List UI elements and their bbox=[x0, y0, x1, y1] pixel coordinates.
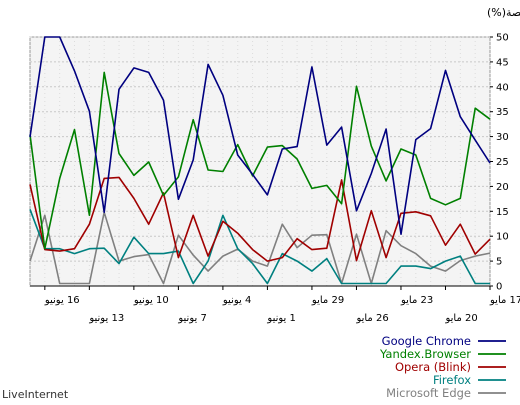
legend-label: Opera (Blink) bbox=[395, 360, 471, 374]
x-tick-label: 16 يونيو bbox=[44, 295, 80, 306]
y-axis: 0 5 10 15 20 25 30 35 40 45 50 bbox=[490, 33, 509, 293]
legend-label: Firefox bbox=[433, 373, 471, 387]
y-tick-label: 45 bbox=[496, 57, 509, 68]
y-tick-label: 40 bbox=[496, 82, 509, 93]
legend-label: Microsoft Edge bbox=[386, 386, 471, 400]
x-tick-label: 20 مايو bbox=[444, 313, 477, 324]
brand-label: LiveInternet bbox=[2, 388, 69, 401]
series-line-opera-blink bbox=[29, 176, 491, 262]
x-tick-label: 17 مايو bbox=[489, 295, 520, 306]
series-line-microsoft-edge bbox=[29, 211, 491, 285]
x-tick-label: 13 يونيو bbox=[88, 313, 124, 324]
series-line-firefox bbox=[29, 209, 490, 285]
x-tick-label: 23 مايو bbox=[400, 295, 433, 306]
series-lines bbox=[29, 36, 491, 285]
x-tick-label: 7 يونيو bbox=[177, 313, 206, 324]
x-tick-label: 1 يونيو bbox=[266, 313, 295, 324]
y-axis-unit: الحصة(%) bbox=[487, 6, 520, 19]
x-tick-label: 4 يونيو bbox=[222, 295, 251, 306]
y-tick-label: 5 bbox=[496, 257, 502, 268]
x-tick-label: 26 مايو bbox=[355, 313, 388, 324]
grid-lines bbox=[29, 36, 491, 287]
legend-label: Google Chrome bbox=[382, 334, 471, 348]
y-tick-label: 35 bbox=[496, 107, 509, 118]
x-tick-label: 29 مايو bbox=[311, 295, 344, 306]
y-tick-label: 20 bbox=[496, 182, 509, 193]
x-tick-label: 10 يونيو bbox=[133, 295, 169, 306]
legend-label: Yandex.Browser bbox=[379, 347, 471, 361]
y-tick-label: 30 bbox=[496, 132, 509, 143]
y-tick-label: 15 bbox=[496, 207, 509, 218]
y-tick-label: 10 bbox=[496, 232, 509, 243]
x-axis: 17 مايو 23 مايو 29 مايو 4 يونيو 10 يونيو 16 ي… bbox=[30, 285, 520, 324]
y-tick-label: 50 bbox=[496, 33, 509, 44]
series-line-google-chrome bbox=[29, 36, 491, 235]
y-tick-label: 0 bbox=[496, 282, 502, 293]
y-tick-label: 25 bbox=[496, 157, 509, 168]
